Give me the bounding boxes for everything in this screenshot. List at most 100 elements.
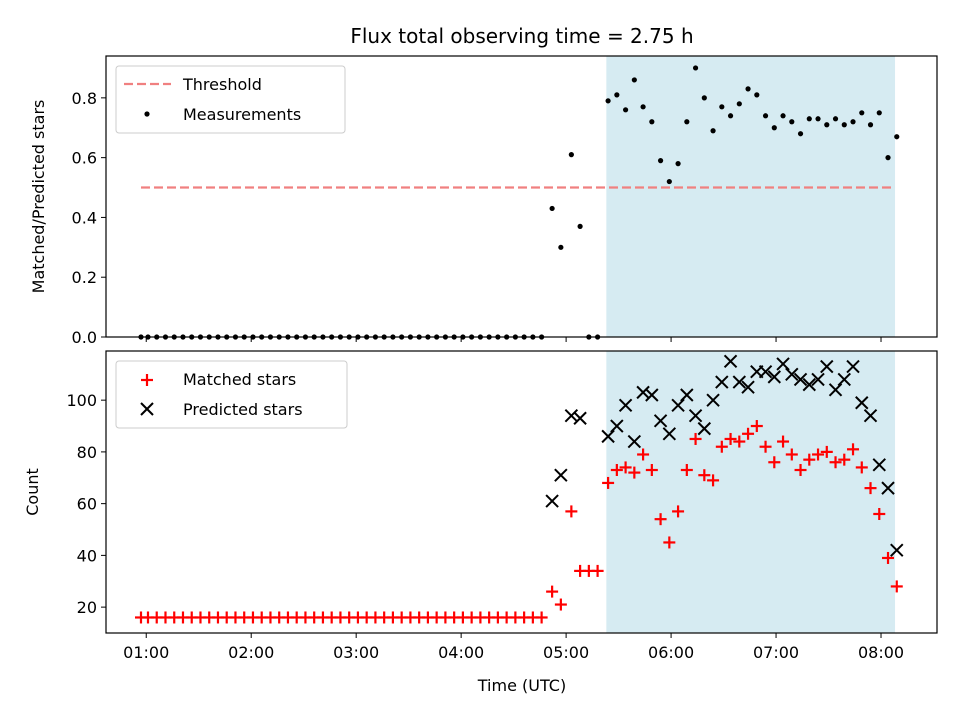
matched-star-point (742, 427, 755, 440)
predicted-star-point (776, 357, 790, 371)
matched-star-point (637, 448, 650, 461)
measurement-point (640, 104, 646, 110)
matched-star-point (847, 443, 860, 456)
matched-star-point (565, 505, 578, 518)
matched-star-point (768, 456, 781, 469)
predicted-star-point (545, 494, 559, 508)
y-tick-label: 0.6 (72, 149, 97, 168)
matched-star-point (715, 440, 728, 453)
y-tick-label: 0.4 (72, 208, 97, 227)
measurement-point (614, 92, 620, 98)
matched-star-point (602, 476, 615, 489)
predicted-star-point (863, 408, 878, 423)
predicted-star-point (811, 372, 825, 387)
matched-star-point (750, 420, 763, 433)
x-tick-label: 01:00 (123, 643, 169, 662)
matched-star-point (785, 448, 798, 461)
matched-star-point (698, 469, 711, 482)
y-tick-label: 0.2 (72, 268, 97, 287)
bottom-panel: 20 40 60 80 100 01:00 02:00 03:00 04:00 05:00 06:… (23, 350, 938, 695)
legend-matched-swatch (141, 374, 153, 386)
y-tick-label: 40 (77, 546, 97, 565)
measurement-point (867, 122, 874, 128)
predicted-star-point (573, 411, 587, 425)
measurement-point (649, 119, 655, 125)
matched-star-point (535, 611, 548, 624)
matched-star-point (838, 453, 851, 466)
matched-star-point (707, 474, 720, 487)
bottom-y-axis-label: Count (23, 468, 42, 516)
predicted-star-point (715, 375, 729, 389)
bottom-legend-box (115, 360, 348, 429)
measurement-point (622, 107, 629, 113)
x-tick-label: 04:00 (438, 643, 484, 662)
measurement-point (657, 158, 664, 164)
bottom-legend: Matched stars Predicted stars (115, 360, 348, 429)
predicted-stars-series (545, 354, 904, 557)
matched-star-point (610, 464, 623, 477)
matched-star-point (546, 585, 559, 598)
observing-window-shade-top (606, 56, 896, 337)
predicted-star-point (645, 388, 659, 402)
matched-star-point (619, 461, 632, 474)
bottom-plot-frame (105, 350, 938, 634)
measurements-series (138, 65, 900, 340)
y-tick-label: 100 (66, 391, 97, 410)
predicted-star-point (662, 427, 677, 441)
legend-measurements-label: Measurements (183, 105, 301, 124)
predicted-star-point (837, 372, 851, 387)
measurement-point (806, 116, 812, 122)
measurement-point (675, 161, 681, 167)
measurement-point (815, 116, 821, 122)
x-tick-label: 08:00 (858, 643, 904, 662)
measurement-point (568, 152, 574, 158)
measurement-point (719, 104, 725, 110)
measurement-point (789, 119, 795, 125)
legend-matched-label: Matched stars (183, 370, 296, 389)
measurement-point (824, 122, 830, 128)
y-tick-label: 0.8 (72, 89, 97, 108)
predicted-star-point (855, 396, 869, 410)
measurement-point (832, 116, 839, 122)
measurement-point (876, 110, 882, 116)
measurement-point (549, 205, 555, 212)
predicted-star-point (554, 468, 568, 482)
measurement-point (797, 131, 804, 137)
predicted-star-point (706, 393, 720, 407)
matched-stars-series (134, 420, 903, 624)
matched-star-point (672, 505, 685, 518)
measurement-point (894, 134, 900, 140)
x-tick-label: 05:00 (543, 643, 589, 662)
predicted-star-point (671, 398, 685, 413)
bottom-y-axis-ticks: 20 40 60 80 100 (66, 391, 106, 617)
predicted-star-point (688, 408, 703, 423)
measurement-point (666, 178, 672, 185)
measurement-point (850, 119, 856, 125)
y-tick-label: 0.0 (72, 328, 97, 347)
predicted-star-point (653, 414, 668, 428)
y-tick-label: 20 (77, 598, 97, 617)
predicted-star-point (802, 377, 816, 392)
matched-star-point (654, 513, 667, 526)
measurement-point (701, 95, 707, 101)
matched-star-point (820, 445, 833, 458)
predicted-star-point (820, 359, 834, 374)
top-x-axis-ticks (145, 337, 882, 342)
predicted-star-point (890, 543, 904, 557)
legend-measurements-swatch (144, 111, 150, 117)
predicted-star-point (846, 359, 860, 374)
predicted-star-point (741, 380, 755, 394)
y-tick-label: 60 (77, 495, 97, 514)
measurement-point (684, 119, 690, 125)
matched-star-point (689, 432, 702, 445)
top-y-axis-label: Matched/Predicted stars (29, 100, 48, 294)
bottom-x-axis-ticks: 01:00 02:00 03:00 04:00 05:00 06:00 07:00 08:00 (123, 633, 904, 662)
legend-predicted-swatch (140, 402, 154, 416)
measurement-point (605, 98, 611, 104)
measurement-point (631, 77, 637, 83)
predicted-star-point (618, 398, 633, 413)
predicted-star-point (785, 367, 799, 381)
measurement-point (780, 113, 786, 119)
measurement-point (885, 155, 891, 161)
legend-threshold-label: Threshold (182, 75, 262, 94)
